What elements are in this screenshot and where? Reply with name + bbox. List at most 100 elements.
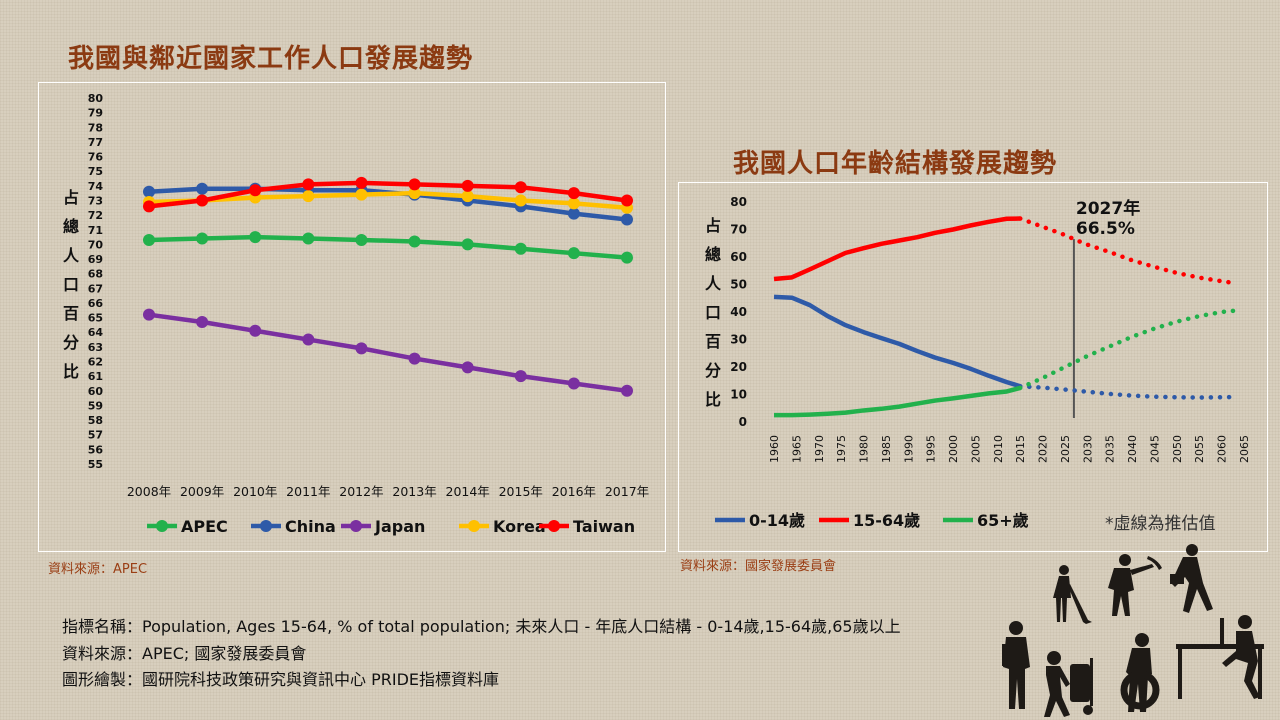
annotation-year: 2027年 (1076, 198, 1140, 219)
data-point-korea (408, 187, 421, 200)
y-tick-label: 69 (88, 253, 103, 266)
legend-marker-apec (156, 520, 168, 532)
y-tick-label: 57 (88, 429, 103, 442)
data-point-apec (461, 238, 474, 251)
y-tick-label: 74 (88, 180, 104, 193)
y-tick-label: 62 (88, 356, 103, 369)
y-tick-label: 75 (88, 165, 103, 178)
right-chart-panel: 0 10 20 30 40 50 60 70 80 占總人口百分比 1960 1965 1970 1975… (678, 182, 1268, 552)
x-tick-label: 2013年 (392, 484, 436, 499)
data-point-taiwan (514, 181, 527, 194)
y-tick-label: 60 (730, 250, 747, 264)
y-tick-label: 0 (739, 415, 747, 429)
x-tick-label: 2000 (947, 435, 960, 463)
series-line-projected (1017, 384, 1238, 400)
legend-label-taiwan: Taiwan (573, 517, 635, 536)
data-point-japan (302, 333, 315, 346)
data-point-apec (249, 231, 262, 244)
legend-marker-taiwan (548, 520, 560, 532)
projection-note: *虛線為推估值 (1105, 514, 1216, 534)
y-tick-label: 80 (730, 195, 747, 209)
y-tick-label: 71 (88, 224, 103, 237)
data-point-apec (302, 232, 315, 245)
y-tick-label: 70 (730, 223, 747, 237)
y-tick-label: 80 (88, 92, 104, 105)
x-tick-label: 2015年 (499, 484, 543, 499)
y-tick-label: 66 (88, 297, 104, 310)
standing-worker-silhouette (1002, 621, 1030, 709)
y-tick-label: 50 (730, 278, 747, 292)
legend-marker-japan (350, 520, 362, 532)
y-tick-label: 30 (730, 333, 747, 347)
legend-label-china: China (285, 517, 336, 536)
legend-marker-china (260, 520, 272, 532)
legend-label-japan: Japan (374, 517, 425, 536)
y-tick-label: 58 (88, 414, 103, 427)
x-tick-label: 2008年 (127, 484, 171, 499)
legend-label: 15-64歲 (853, 511, 920, 530)
left-chart-title: 我國與鄰近國家工作人口發展趨勢 (68, 44, 474, 74)
x-tick-label: 2055 (1193, 435, 1206, 463)
data-point-korea (355, 188, 368, 201)
data-point-apec (408, 235, 421, 248)
y-tick-label: 63 (88, 341, 103, 354)
data-point-japan (196, 315, 209, 328)
x-tick-label: 2030 (1081, 435, 1094, 463)
x-tick-label: 2010年 (233, 484, 277, 499)
right-chart-title: 我國人口年齡結構發展趨勢 (733, 149, 1058, 179)
x-tick-label: 2005 (969, 435, 982, 463)
x-tick-label: 2009年 (180, 484, 224, 499)
data-point-china (621, 213, 633, 226)
y-tick-label: 72 (88, 209, 103, 222)
data-point-japan (514, 370, 527, 383)
data-point-china (567, 207, 580, 220)
x-tick-label: 2060 (1216, 435, 1229, 463)
y-tick-label: 64 (88, 326, 104, 339)
series-line-actual (774, 385, 1021, 418)
x-tick-label: 1995 (925, 435, 938, 463)
series-line-apec (148, 234, 628, 260)
series-line-projected (1017, 308, 1238, 391)
y-tick-label: 76 (88, 151, 104, 164)
left-chart-source: 資料來源：APEC (48, 562, 148, 577)
series-line-actual (773, 294, 1021, 389)
y-tick-label: 79 (88, 107, 103, 120)
data-point-korea (461, 190, 474, 203)
office-worker-silhouette (1176, 615, 1264, 699)
x-tick-label: 1960 (768, 435, 781, 463)
data-point-apec (567, 247, 580, 260)
x-tick-label: 1985 (880, 435, 893, 463)
data-point-taiwan (408, 178, 421, 191)
data-point-japan (461, 361, 474, 374)
x-tick-label: 2015 (1014, 435, 1027, 463)
left-chart-panel: 55 56 57 58 59 60 61 62 63 64 65 66 67 68 69 70 71 72 73 74… (38, 82, 666, 552)
x-tick-label: 1975 (835, 435, 848, 463)
cleaner-silhouette (1053, 565, 1092, 624)
data-point-taiwan (143, 200, 155, 213)
series-line-korea (148, 190, 628, 211)
right-chart-source: 資料來源：國家發展委員會 (680, 559, 837, 574)
y-tick-label: 61 (88, 370, 103, 383)
x-tick-label: 2014年 (446, 484, 490, 499)
hand-truck-worker-silhouette (1044, 651, 1093, 717)
y-tick-label: 20 (730, 360, 747, 374)
pickaxe-worker-silhouette (1108, 554, 1162, 616)
y-tick-label: 73 (88, 194, 103, 207)
y-tick-label: 56 (88, 443, 104, 456)
data-point-taiwan (621, 194, 633, 207)
y-tick-label: 59 (88, 399, 103, 412)
data-point-taiwan (302, 178, 315, 191)
y-axis-label: 占總人口百分比 (705, 216, 722, 409)
series-line-actual (773, 216, 1021, 282)
tire-worker-silhouette (1120, 633, 1160, 712)
legend-label-apec: APEC (181, 517, 228, 536)
data-point-taiwan (355, 176, 368, 189)
legend-label: 65+歲 (977, 511, 1029, 530)
x-tick-label: 2045 (1148, 435, 1161, 463)
x-tick-label: 2025 (1059, 435, 1072, 463)
data-point-taiwan (567, 187, 580, 200)
data-point-apec (621, 251, 633, 264)
x-tick-label: 2010 (992, 435, 1005, 463)
